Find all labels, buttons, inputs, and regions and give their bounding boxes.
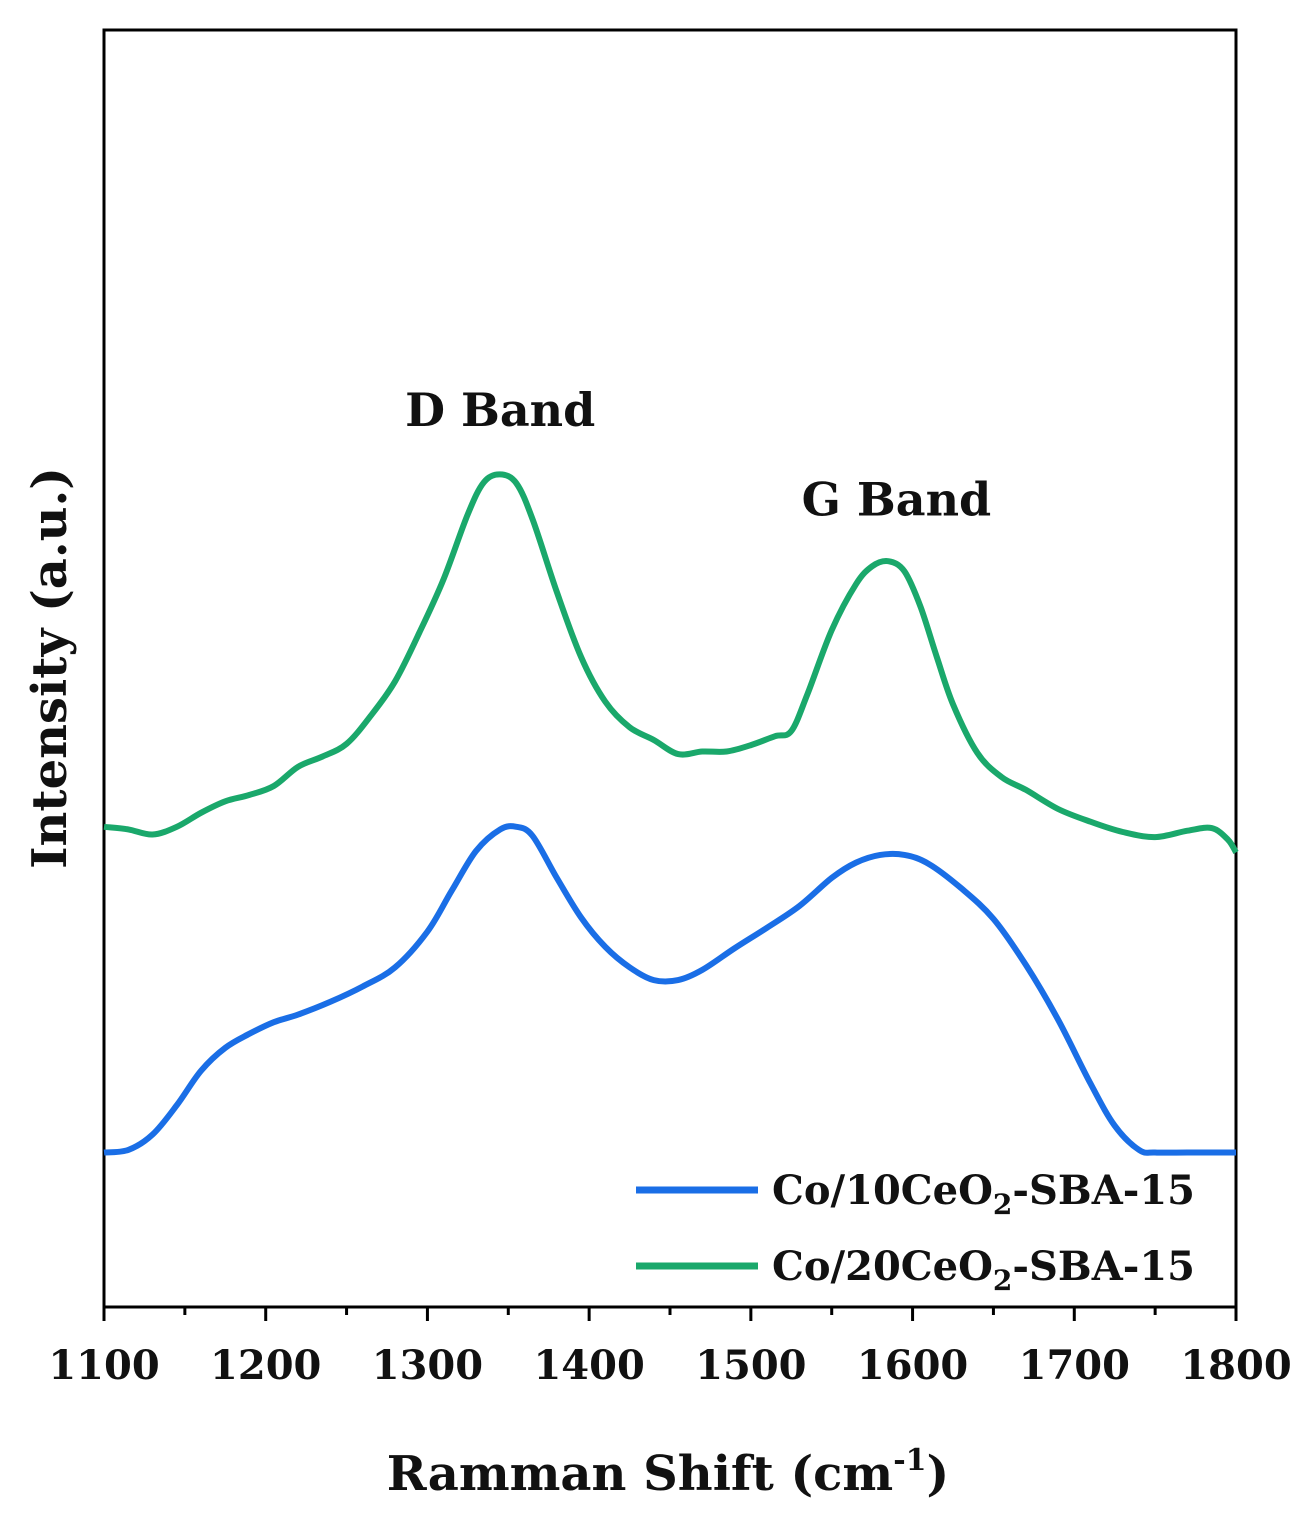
legend-label-co20-sub: 2 bbox=[993, 1264, 1012, 1297]
x-tick-label-1200: 1200 bbox=[210, 1342, 321, 1389]
x-axis-title: Ramman Shift (cm-1) bbox=[387, 1443, 949, 1502]
x-tick-label-1400: 1400 bbox=[533, 1342, 644, 1389]
legend-label-co10-suffix: -SBA-15 bbox=[1012, 1167, 1195, 1214]
x-axis-title-close: ) bbox=[927, 1446, 950, 1502]
x-axis-title-main: Ramman Shift (cm bbox=[387, 1446, 893, 1502]
x-axis-title-sup: -1 bbox=[893, 1443, 926, 1478]
annotation-g-band: G Band bbox=[802, 472, 992, 526]
x-tick-label-1500: 1500 bbox=[695, 1342, 806, 1389]
legend-label-co10-sub: 2 bbox=[993, 1188, 1012, 1221]
legend-label-co20: Co/20CeO2-SBA-15 bbox=[772, 1243, 1195, 1297]
x-tick-label-1700: 1700 bbox=[1019, 1342, 1130, 1389]
legend-label-co20-prefix: Co/20CeO bbox=[772, 1243, 993, 1290]
plot-frame bbox=[102, 28, 1238, 1309]
x-axis-ticks: 1100 1200 1300 1400 1500 1600 1700 1800 bbox=[48, 1307, 1292, 1389]
x-tick-label-1100: 1100 bbox=[48, 1342, 159, 1389]
series-lines bbox=[103, 471, 1239, 1156]
annotation-d-band: D Band bbox=[405, 383, 595, 437]
x-tick-label-1300: 1300 bbox=[372, 1342, 483, 1389]
band-annotations: D Band G Band bbox=[405, 383, 991, 526]
y-axis-title: Intensity (a.u.) bbox=[22, 467, 78, 869]
series-line-co10 bbox=[103, 823, 1236, 1156]
legend-label-co10-prefix: Co/10CeO bbox=[772, 1167, 993, 1214]
legend: Co/10CeO2-SBA-15 Co/20CeO2-SBA-15 bbox=[636, 1167, 1195, 1297]
x-tick-label-1800: 1800 bbox=[1180, 1342, 1291, 1389]
legend-label-co20-suffix: -SBA-15 bbox=[1012, 1243, 1195, 1290]
x-tick-label-1600: 1600 bbox=[857, 1342, 968, 1389]
series-line-co20 bbox=[103, 471, 1239, 854]
legend-label-co10: Co/10CeO2-SBA-15 bbox=[772, 1167, 1195, 1221]
